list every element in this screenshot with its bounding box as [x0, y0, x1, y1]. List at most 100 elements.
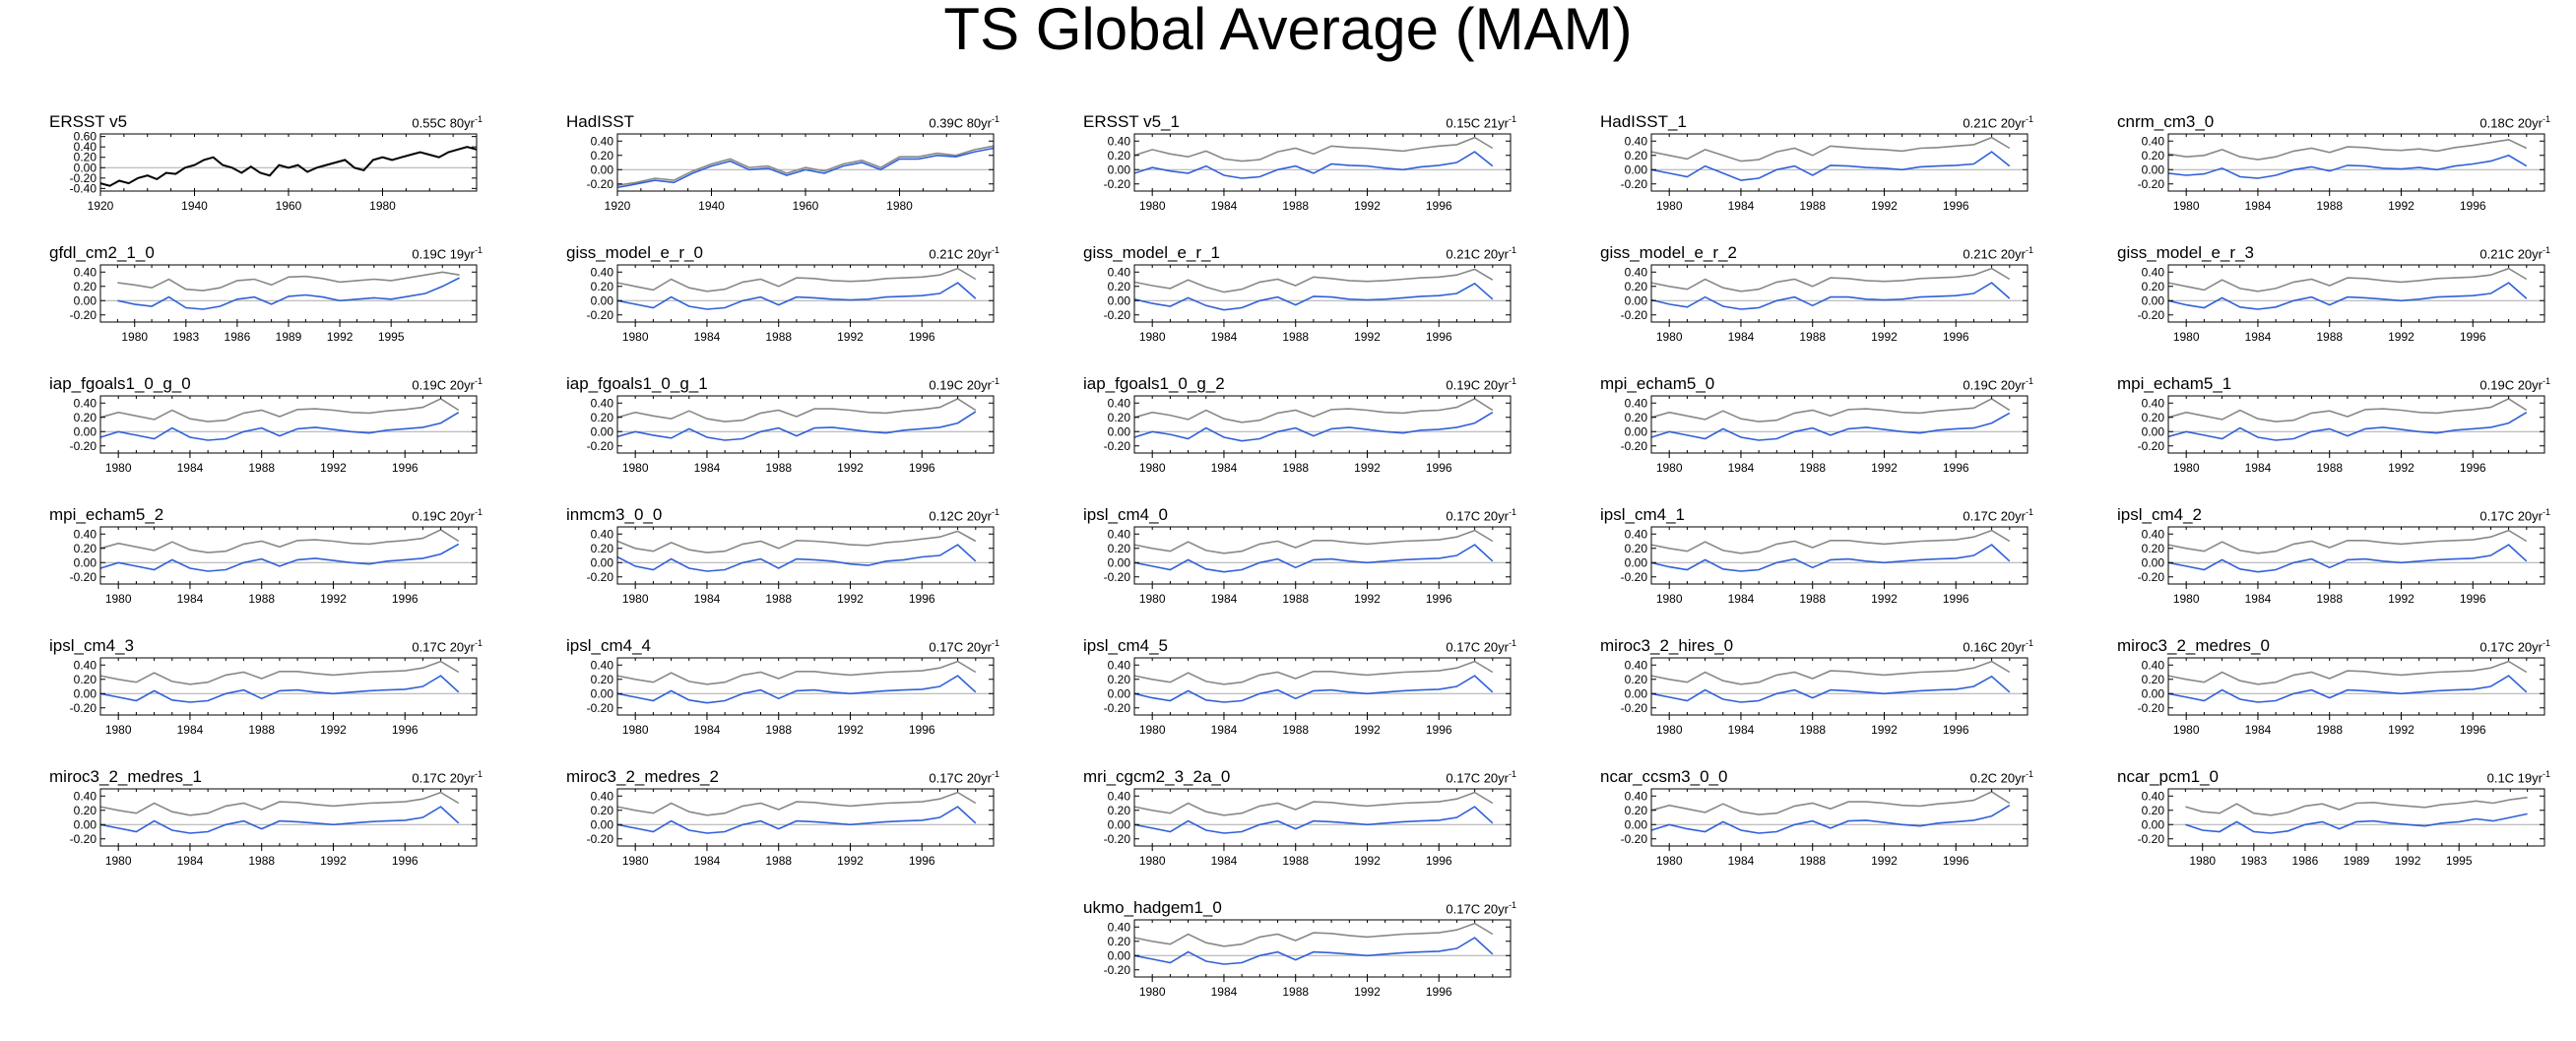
- x-tick-label: 1992: [1354, 854, 1381, 868]
- plot-frame: [2167, 657, 2545, 716]
- chart-panel: miroc3_2_medres_0 0.17C 20yr-1 0.40 0.20 0.0…: [2117, 634, 2550, 760]
- series-line: [1650, 660, 2011, 685]
- y-tick-label: 0.00: [1108, 817, 1131, 831]
- x-tick-label: 1980: [1139, 854, 1166, 868]
- y-tick-label: 0.00: [1625, 686, 1648, 700]
- x-tick-label: 1984: [1211, 330, 1238, 344]
- y-tick-label: -0.40: [70, 181, 97, 195]
- panel-title: ipsl_cm4_2: [2117, 505, 2202, 524]
- chart-svg: 0.400.200.00-0.20 1980 1984 1988 1992 1996: [587, 264, 995, 344]
- x-tick-label: 1988: [1282, 854, 1309, 868]
- y-tick-label: 0.40: [1108, 789, 1131, 803]
- trend-label: 0.55C 80yr-1: [412, 114, 483, 131]
- y-tick-label: 0.40: [1625, 134, 1648, 148]
- chart-panel: mpi_echam5_1 0.19C 20yr-1 0.40 0.20 0.00 -0.2…: [2117, 372, 2550, 498]
- x-tick-label: 1996: [909, 592, 935, 606]
- x-tick-label: 1940: [181, 199, 208, 213]
- chart-panel: ipsl_cm4_0 0.17C 20yr-1 0.40 0.20 0.00 -0.20 1…: [1083, 503, 1516, 629]
- y-tick-label: 0.20: [1108, 280, 1131, 293]
- x-tick-label: 1980: [622, 854, 649, 868]
- x-tick-label: 1996: [1943, 854, 1969, 868]
- panel-title: ipsl_cm4_4: [566, 636, 651, 655]
- trend-label: 0.17C 20yr-1: [1446, 638, 1516, 655]
- chart-svg: 0.400.200.00-0.20 1980 1984 1988 1992 1996: [1104, 264, 1512, 344]
- y-tick-label: 0.40: [591, 265, 614, 279]
- chart-panel: ipsl_cm4_5 0.17C 20yr-1 0.40 0.20 0.00 -0.20 1…: [1083, 634, 1516, 760]
- plot-frame: [1133, 395, 1512, 454]
- y-tick-label: 0.40: [74, 265, 97, 279]
- x-tick-label: 1960: [793, 199, 819, 213]
- x-tick-label: 1988: [1282, 985, 1309, 999]
- chart-panel: miroc3_2_medres_2 0.17C 20yr-1 0.40 0.20 0.0…: [566, 765, 999, 891]
- series-line: [1133, 136, 1494, 163]
- y-tick-label: -0.20: [1621, 570, 1648, 584]
- x-tick-label: 1988: [765, 461, 792, 475]
- panel-title: giss_model_e_r_1: [1083, 243, 1220, 262]
- chart-panel: cnrm_cm3_0 0.18C 20yr-1 0.40 0.20 0.00 -0.20 1…: [2117, 110, 2550, 236]
- y-tick-label: 0.40: [1625, 396, 1648, 410]
- x-tick-label: 1996: [1426, 723, 1452, 737]
- y-tick-label: -0.20: [2138, 177, 2165, 191]
- trend-label: 0.1C 19yr-1: [2486, 769, 2550, 786]
- x-tick-label: 1980: [1656, 592, 1683, 606]
- y-tick-label: -0.20: [1104, 177, 1131, 191]
- chart-svg: 0.400.200.00-0.20 1980 1984 1988 1992 1996: [2138, 133, 2545, 213]
- series-line: [1133, 937, 1494, 965]
- chart-panel: iap_fgoals1_0_g_1 0.19C 20yr-1 0.40 0.20 0.0…: [566, 372, 999, 498]
- chart-panel: ipsl_cm4_4 0.17C 20yr-1 0.40 0.20 0.00 -0.20 1…: [566, 634, 999, 760]
- series-line: [1650, 544, 2011, 572]
- y-tick-label: -0.20: [1621, 439, 1648, 453]
- x-tick-label: 1996: [392, 592, 419, 606]
- panel-title: ipsl_cm4_3: [49, 636, 134, 655]
- series-line: [616, 675, 977, 704]
- y-tick-label: 0.40: [74, 658, 97, 672]
- plot-frame: [1650, 133, 2029, 192]
- x-tick-label: 1984: [2245, 461, 2272, 475]
- x-tick-label: 1920: [605, 199, 631, 213]
- series-line: [616, 145, 995, 186]
- trend-label: 0.19C 19yr-1: [412, 245, 483, 262]
- y-tick-label: 0.20: [1108, 935, 1131, 948]
- series-line: [1133, 412, 1494, 442]
- x-tick-label: 1980: [622, 461, 649, 475]
- panel-title: mri_cgcm2_3_2a_0: [1083, 767, 1231, 786]
- y-tick-label: 0.40: [74, 789, 97, 803]
- x-tick-label: 1988: [2316, 330, 2343, 344]
- x-tick-label: 1988: [248, 854, 275, 868]
- plot-frame: [1650, 395, 2029, 454]
- x-tick-label: 1983: [172, 330, 199, 344]
- x-tick-label: 1992: [2388, 723, 2415, 737]
- x-tick-label: 1940: [698, 199, 725, 213]
- chart-panel: miroc3_2_hires_0 0.16C 20yr-1 0.40 0.20 0.00…: [1600, 634, 2033, 760]
- x-tick-label: 1980: [369, 199, 396, 213]
- x-tick-label: 1980: [1139, 985, 1166, 999]
- x-tick-label: 1996: [2460, 592, 2486, 606]
- y-tick-label: -0.20: [2138, 570, 2165, 584]
- plot-frame: [2167, 395, 2545, 454]
- x-tick-label: 1996: [1943, 199, 1969, 213]
- trend-label: 0.18C 20yr-1: [2479, 114, 2550, 131]
- series-line: [616, 147, 995, 189]
- trend-label: 0.19C 20yr-1: [1446, 376, 1516, 393]
- x-tick-label: 1980: [105, 461, 132, 475]
- trend-label: 0.17C 20yr-1: [412, 769, 483, 786]
- y-tick-label: 0.40: [2142, 527, 2165, 541]
- y-tick-label: 0.40: [1625, 789, 1648, 803]
- x-tick-label: 1996: [392, 854, 419, 868]
- y-tick-label: 0.00: [74, 817, 97, 831]
- y-tick-label: -0.20: [1104, 570, 1131, 584]
- y-tick-label: 0.00: [1108, 948, 1131, 962]
- y-tick-label: -0.20: [1104, 832, 1131, 846]
- y-tick-label: 0.00: [1625, 293, 1648, 307]
- x-tick-label: 1992: [1871, 592, 1898, 606]
- x-tick-label: 1996: [1943, 461, 1969, 475]
- trend-label: 0.21C 20yr-1: [929, 245, 999, 262]
- x-tick-label: 1988: [2316, 461, 2343, 475]
- x-tick-label: 1980: [105, 723, 132, 737]
- x-tick-label: 1984: [694, 592, 721, 606]
- chart-panel: giss_model_e_r_1 0.21C 20yr-1 0.40 0.20 0.00…: [1083, 241, 1516, 367]
- y-tick-label: -0.20: [587, 832, 614, 846]
- plot-frame: [1133, 919, 1512, 978]
- x-tick-label: 1980: [2173, 461, 2200, 475]
- y-tick-label: 0.40: [2142, 265, 2165, 279]
